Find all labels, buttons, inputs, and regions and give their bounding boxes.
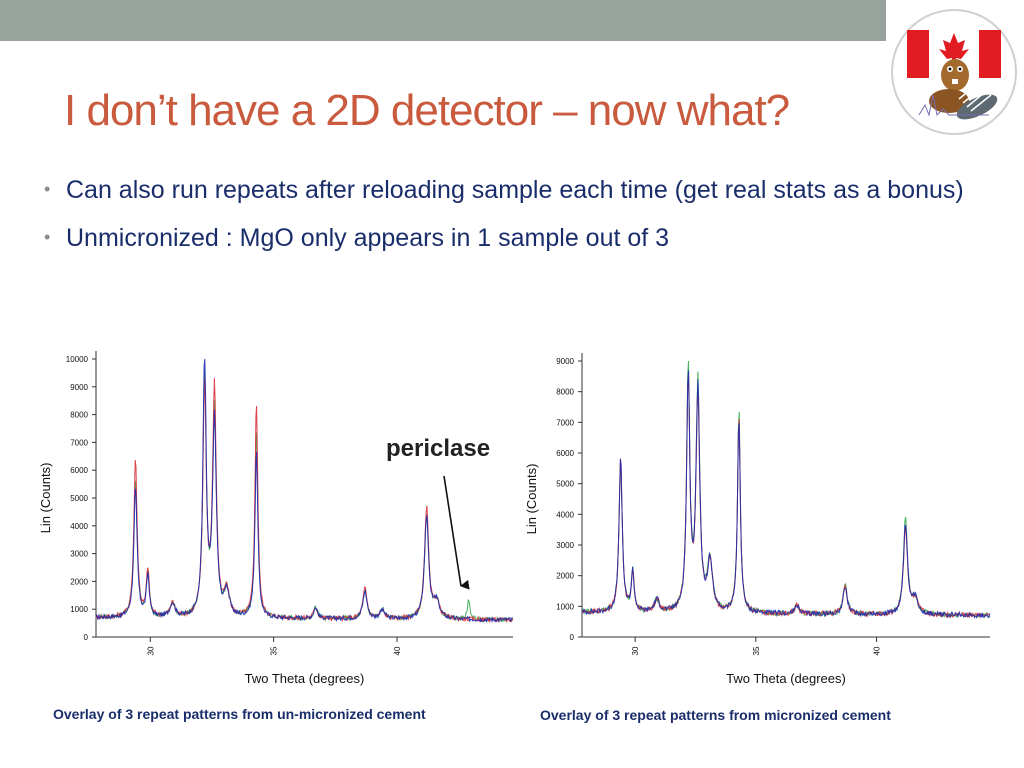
y-tick-label: 6000: [70, 466, 88, 475]
y-tick-label: 3000: [70, 550, 88, 559]
xrd-chart-unmicronized: 0 1000 2000 3000 4000 5000 6000 7000 8000 9000 100…: [38, 351, 514, 686]
y-tick-label: 6000: [556, 449, 574, 458]
y-tick-label: 4000: [556, 510, 574, 519]
y-tick-label: 5000: [70, 494, 88, 503]
y-tick-label: 0: [570, 633, 575, 642]
series-line-1: [95, 358, 513, 624]
y-tick-label: 1000: [70, 605, 88, 614]
bullet-item: • Can also run repeats after reloading sa…: [44, 172, 964, 208]
series-line-3: [581, 360, 991, 619]
x-tick-label: 40: [393, 646, 402, 655]
xrd-chart-micronized: 0 1000 2000 3000 4000 5000 6000 7000 8000 9000 30 3…: [524, 353, 991, 686]
y-tick-label: 2000: [556, 572, 574, 581]
bullet-text: Unmicronized : MgO only appears in 1 sam…: [66, 224, 670, 252]
series-line-2: [95, 377, 514, 624]
slide-title: I don’t have a 2D detector – now what?: [64, 86, 790, 135]
canada-beaver-logo: [889, 3, 1019, 141]
y-tick-label: 9000: [556, 357, 574, 366]
y-tick-label: 5000: [556, 480, 574, 489]
y-tick-label: 7000: [556, 418, 574, 427]
periclase-annotation: periclase: [386, 435, 491, 462]
y-tick-label: 2000: [70, 577, 88, 586]
chart-caption-left: Overlay of 3 repeat patterns from un-mic…: [53, 706, 426, 722]
y-axis-label: Lin (Counts): [38, 463, 53, 534]
x-axis-label: Two Theta (degrees): [245, 671, 365, 686]
series-line-1: [581, 370, 991, 619]
x-tick-label: 40: [873, 646, 882, 655]
bullet-dot-icon: •: [44, 179, 51, 199]
bullet-item: • Unmicronized : MgO only appears in 1 sa…: [44, 220, 964, 256]
top-bar: [0, 0, 886, 41]
bullet-dot-icon: •: [44, 227, 51, 247]
y-tick-label: 7000: [70, 438, 88, 447]
series-line-3: [95, 370, 514, 623]
bullet-text: Can also run repeats after reloading sam…: [66, 176, 964, 204]
y-tick-label: 3000: [556, 541, 574, 550]
y-tick-label: 0: [84, 633, 89, 642]
y-tick-label: 10000: [66, 355, 89, 364]
y-axis-label: Lin (Counts): [524, 464, 539, 535]
series-line-2: [581, 375, 990, 619]
y-tick-label: 4000: [70, 522, 88, 531]
y-tick-label: 9000: [70, 383, 88, 392]
x-tick-label: 30: [631, 646, 640, 655]
y-tick-label: 8000: [70, 411, 88, 420]
x-tick-label: 35: [270, 646, 279, 655]
bullet-list: • Can also run repeats after reloading sa…: [44, 172, 964, 268]
x-axis-label: Two Theta (degrees): [726, 671, 846, 686]
y-tick-label: 1000: [556, 602, 574, 611]
x-tick-label: 35: [752, 646, 761, 655]
x-tick-label: 30: [146, 646, 155, 655]
y-tick-label: 8000: [556, 388, 574, 397]
chart-caption-right: Overlay of 3 repeat patterns from micron…: [540, 707, 891, 723]
